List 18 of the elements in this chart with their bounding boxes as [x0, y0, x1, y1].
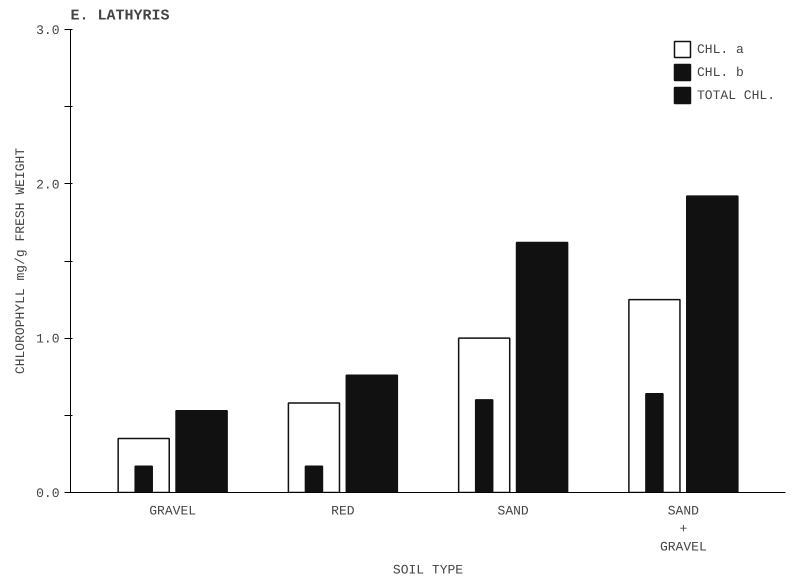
legend-label: CHL. b — [696, 64, 744, 80]
y-tick-label: 3.0 — [36, 23, 60, 38]
y-tick-label: 2.0 — [36, 177, 60, 192]
x-tick-label: SAND — [498, 504, 529, 518]
y-axis-title: CHLOROPHYLL mg/g FRESH WEIGHT — [13, 148, 28, 374]
y-tick-label: 1.0 — [36, 332, 60, 347]
x-axis-title: SOIL TYPE — [392, 562, 464, 578]
chart-title: E. LATHYRIS — [70, 8, 170, 24]
legend-label: CHL. a — [696, 42, 744, 56]
x-tick-label: GRAVEL — [149, 504, 196, 518]
bar — [346, 374, 398, 492]
bar — [516, 242, 568, 492]
bar — [686, 195, 739, 492]
bar — [175, 410, 228, 492]
y-tick-label: 0.0 — [36, 486, 60, 501]
x-tick-label: RED — [331, 504, 355, 518]
x-tick-label: SAND + GRAVEL — [660, 504, 707, 554]
legend-label: TOTAL CHL. — [696, 88, 775, 102]
